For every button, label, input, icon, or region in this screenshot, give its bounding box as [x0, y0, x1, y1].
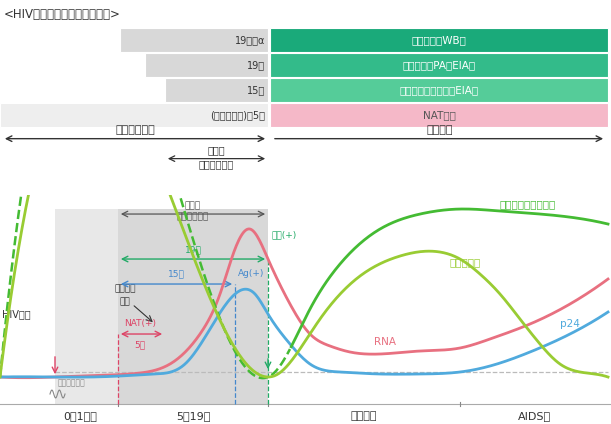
Text: (０～１ヵ月)　5日: (０～１ヵ月) 5日	[210, 110, 265, 120]
Text: ウィンドウ期: ウィンドウ期	[199, 159, 233, 170]
Bar	[145, 53, 268, 77]
Text: ウィンドウ期: ウィンドウ期	[115, 125, 155, 135]
Text: 抗体陽性: 抗体陽性	[426, 125, 453, 135]
Text: Ag(+): Ag(+)	[238, 269, 265, 278]
Text: 19日: 19日	[185, 245, 202, 254]
Text: ウィンドウ期: ウィンドウ期	[177, 212, 209, 221]
Bar	[120, 28, 268, 52]
Text: 5～19日: 5～19日	[176, 411, 210, 421]
Text: RNA: RNA	[374, 337, 396, 347]
Text: <HIV感染とウイルスマーカー>: <HIV感染とウイルスマーカー>	[4, 8, 121, 21]
Text: 無症候期: 無症候期	[351, 411, 377, 421]
Text: AIDS期: AIDS期	[518, 411, 551, 421]
Text: 抗体検査（PA・EIA）: 抗体検査（PA・EIA）	[403, 60, 475, 70]
Bar	[270, 103, 608, 127]
Text: 5日: 5日	[134, 340, 145, 349]
Text: 感染性: 感染性	[207, 145, 225, 156]
Bar	[270, 28, 608, 52]
Text: NAT検査: NAT検査	[423, 110, 455, 120]
Bar	[0, 103, 268, 127]
Text: 血症: 血症	[120, 298, 130, 307]
Text: 抗体(+): 抗体(+)	[272, 230, 297, 239]
Text: 15日: 15日	[167, 269, 185, 278]
Text: 15日: 15日	[247, 85, 265, 95]
Text: NAT(+): NAT(+)	[124, 319, 156, 328]
Text: （検出限界）: （検出限界）	[58, 378, 86, 387]
Text: HIV感染: HIV感染	[2, 309, 31, 319]
Text: 0～1ヵ月: 0～1ヵ月	[63, 411, 97, 421]
Text: 感染性: 感染性	[185, 201, 201, 210]
Bar	[270, 53, 608, 77]
Bar	[270, 78, 608, 102]
Text: 19日＋α: 19日＋α	[235, 35, 265, 45]
Text: 19日: 19日	[247, 60, 265, 70]
Text: 抗コア抗体: 抗コア抗体	[450, 257, 481, 267]
Text: p24: p24	[560, 319, 580, 329]
Text: 抗体検査（WB）: 抗体検査（WB）	[412, 35, 466, 45]
Text: 抗原抗体同時検査（EIA）: 抗原抗体同時検査（EIA）	[400, 85, 478, 95]
Text: ウィルス: ウィルス	[114, 285, 136, 293]
Bar	[55, 209, 118, 404]
Bar	[165, 78, 268, 102]
Text: 抗エンベロープ抗体: 抗エンベロープ抗体	[500, 199, 556, 209]
Bar	[118, 209, 268, 404]
